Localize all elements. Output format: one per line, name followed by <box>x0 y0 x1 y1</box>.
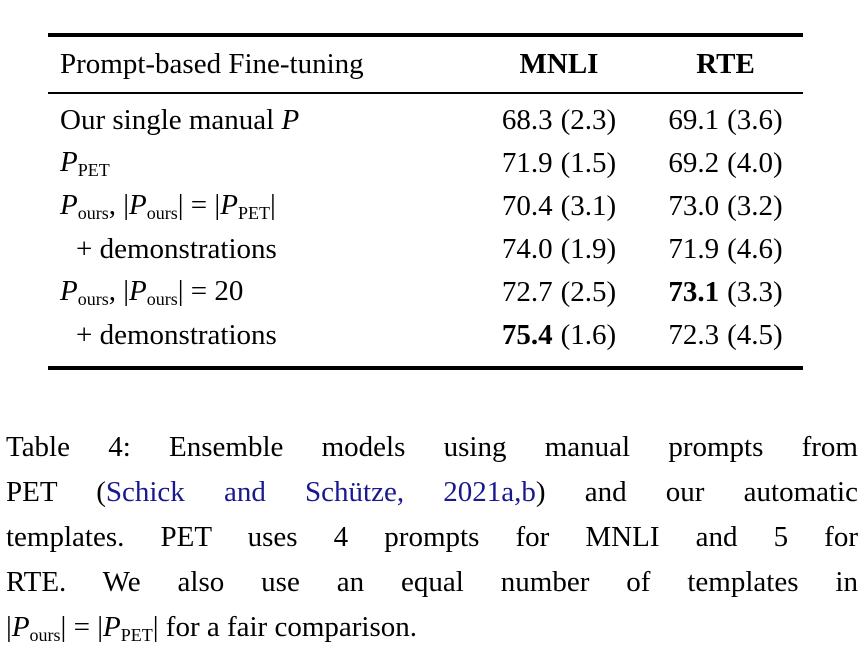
row-label-p-ours-eq-p-pet: Pours, |Pours| = |PPET| <box>48 189 470 223</box>
mathcal-p: P <box>281 104 300 136</box>
subscript: ours <box>146 203 178 223</box>
cell-rte: 69.2 (4.0) <box>648 149 803 178</box>
header-rte: RTE <box>696 48 755 80</box>
cell-mnli: 68.3 (2.3) <box>470 106 648 135</box>
subscript: ours <box>77 203 109 223</box>
std-dev: (3.1) <box>560 190 617 222</box>
value: 73.0 <box>668 190 720 222</box>
label-text: Our single manual <box>60 104 282 136</box>
std-dev: (1.6) <box>560 319 617 351</box>
value: 74.0 <box>501 233 553 265</box>
cell-mnli: 72.7 (2.5) <box>470 278 648 307</box>
value: 72.7 <box>501 276 553 308</box>
value: 75.4 <box>501 319 553 351</box>
caption-line-3: templates. PET uses 4 prompts for MNLI a… <box>6 515 858 560</box>
caption-text: ) and our automatic <box>535 476 858 508</box>
results-table: Prompt-based Fine-tuning MNLI RTE Our si… <box>48 33 803 370</box>
subscript: PET <box>120 625 153 645</box>
mathcal-p: P <box>220 189 238 221</box>
table-row: Our single manual P 68.3 (2.3) 69.1 (3.6) <box>48 99 803 142</box>
caption-text: PET ( <box>6 476 106 508</box>
cell-rte: 69.1 (3.6) <box>648 106 803 135</box>
value: 69.2 <box>668 147 720 179</box>
math-text: , | <box>108 189 130 221</box>
mathcal-p: P <box>129 189 147 221</box>
std-dev: (4.5) <box>727 319 783 351</box>
std-dev: (2.3) <box>560 104 617 136</box>
math-text: | <box>6 611 12 643</box>
std-dev: (1.9) <box>560 233 617 265</box>
mathcal-p: P <box>11 611 30 643</box>
std-dev: (1.5) <box>560 147 617 179</box>
header-prompt-based-fine-tuning: Prompt-based Fine-tuning <box>60 48 364 80</box>
math-text: | = | <box>60 611 103 643</box>
cell-rte: 73.1 (3.3) <box>648 278 803 307</box>
std-dev: (3.3) <box>727 276 783 308</box>
cell-rte: 71.9 (4.6) <box>648 235 803 264</box>
subscript: ours <box>29 625 61 645</box>
mathcal-p: P <box>129 275 147 307</box>
mathcal-p: P <box>60 189 78 221</box>
std-dev: (3.6) <box>727 104 783 136</box>
mathcal-p: P <box>103 611 121 643</box>
table-row: + demonstrations 75.4 (1.6) 72.3 (4.5) <box>48 314 803 357</box>
value: 71.9 <box>501 147 553 179</box>
value: 70.4 <box>501 190 553 222</box>
cell-mnli: 70.4 (3.1) <box>470 192 648 221</box>
row-label-plus-demonstrations: + demonstrations <box>76 233 277 265</box>
caption-text: | for a fair comparison. <box>152 611 418 643</box>
table-body: Our single manual P 68.3 (2.3) 69.1 (3.6) … <box>48 94 803 366</box>
value: 73.1 <box>668 276 720 308</box>
subscript: ours <box>146 289 178 309</box>
caption-line-1: Table 4: Ensemble models using manual pr… <box>6 425 858 470</box>
row-label-p-ours-eq-20: Pours, |Pours| = 20 <box>48 275 470 309</box>
row-label-p-pet: PPET <box>48 146 470 180</box>
cell-mnli: 74.0 (1.9) <box>470 235 648 264</box>
caption-text: templates. PET uses 4 prompts for MNLI a… <box>6 521 858 553</box>
subscript: PET <box>237 203 270 223</box>
subscript: ours <box>77 289 109 309</box>
std-dev: (4.6) <box>727 233 783 265</box>
subscript: PET <box>77 160 110 180</box>
mathcal-p: P <box>60 275 78 307</box>
caption-text: RTE. We also use an equal number of temp… <box>6 566 858 598</box>
cell-mnli: 71.9 (1.5) <box>470 149 648 178</box>
header-mnli: MNLI <box>519 48 599 80</box>
value: 72.3 <box>668 319 720 351</box>
table-caption: Table 4: Ensemble models using manual pr… <box>6 425 858 654</box>
math-text: | <box>269 189 276 221</box>
cell-rte: 72.3 (4.5) <box>648 321 803 350</box>
caption-text: Table 4: Ensemble models using manual pr… <box>6 431 858 463</box>
std-dev: (3.2) <box>727 190 783 222</box>
mathcal-p: P <box>60 146 78 178</box>
caption-line-2: PET (Schick and Schütze, 2021a,b) and ou… <box>6 470 858 515</box>
value: 71.9 <box>668 233 720 265</box>
math-text: | = | <box>177 189 221 221</box>
citation-link-schick-schutze[interactable]: Schick and Schütze, 2021a,b <box>105 476 536 508</box>
table-header-row: Prompt-based Fine-tuning MNLI RTE <box>48 37 803 94</box>
value: 69.1 <box>668 104 720 136</box>
std-dev: (2.5) <box>560 276 617 308</box>
std-dev: (4.0) <box>727 147 783 179</box>
math-text: , | <box>108 275 130 307</box>
table-row: + demonstrations 74.0 (1.9) 71.9 (4.6) <box>48 228 803 271</box>
math-text: | = 20 <box>177 275 244 307</box>
table-row: PPET 71.9 (1.5) 69.2 (4.0) <box>48 142 803 185</box>
cell-mnli: 75.4 (1.6) <box>470 321 648 350</box>
table-row: Pours, |Pours| = 20 72.7 (2.5) 73.1 (3.3) <box>48 271 803 314</box>
table-row: Pours, |Pours| = |PPET| 70.4 (3.1) 73.0 (3… <box>48 185 803 228</box>
caption-line-5: |Pours| = |PPET| for a fair comparison. <box>6 605 858 654</box>
row-label-plus-demonstrations: + demonstrations <box>76 319 277 351</box>
caption-line-4: RTE. We also use an equal number of temp… <box>6 560 858 605</box>
row-label-our-single-manual: Our single manual P <box>48 106 470 135</box>
cell-rte: 73.0 (3.2) <box>648 192 803 221</box>
value: 68.3 <box>501 104 553 136</box>
